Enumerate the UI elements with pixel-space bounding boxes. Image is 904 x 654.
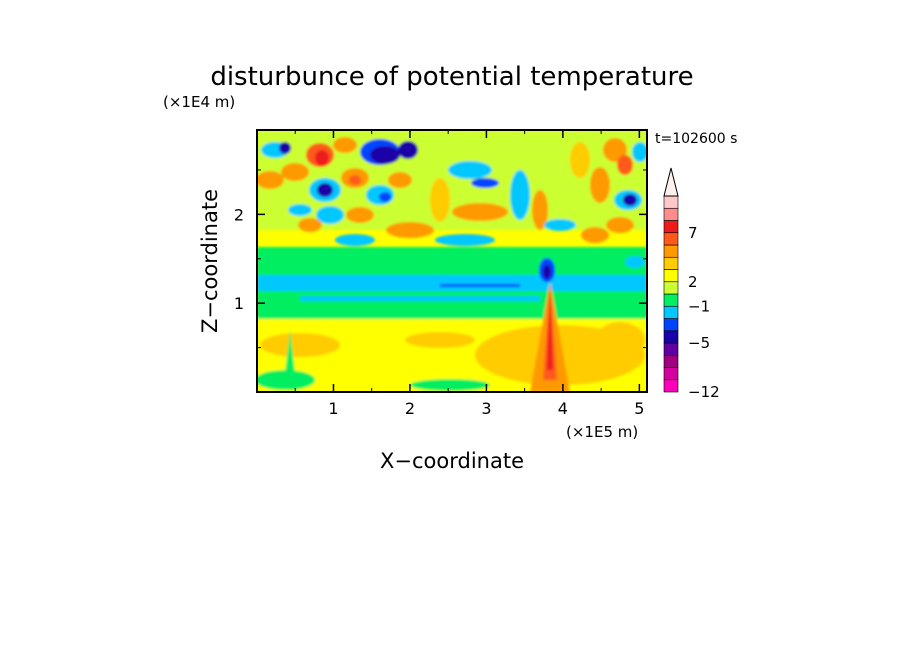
colorbar-cap	[663, 167, 679, 197]
colorbar-swatch	[663, 207, 679, 221]
colorbar-swatch	[663, 367, 679, 381]
x-tick-label: 3	[481, 399, 491, 418]
green-band	[257, 247, 647, 275]
colorbar-label: 2	[688, 273, 698, 291]
y-axis-label: Z−coordinate	[198, 189, 222, 333]
colorbar-swatch	[663, 293, 679, 307]
plume-small	[283, 330, 297, 390]
cyan-streak	[300, 296, 540, 301]
orange-patch	[595, 322, 645, 358]
chart-title: disturbunce of potential temperature	[210, 62, 693, 92]
x-tick-label: 1	[328, 399, 338, 418]
colorbar-swatch	[663, 269, 679, 283]
contour-field	[257, 130, 647, 392]
plume-dark	[547, 290, 553, 370]
colorbar-swatch	[663, 281, 679, 295]
colorbar-swatch	[663, 342, 679, 356]
colorbar-swatch	[663, 256, 679, 270]
colorbar-swatch	[663, 195, 679, 209]
x-tick-label: 4	[558, 399, 568, 418]
colorbar-label: 7	[688, 224, 698, 242]
cyan-band	[257, 275, 647, 291]
orange-patch	[260, 333, 340, 357]
y-axis: 12	[234, 169, 647, 349]
colorbar-label: −1	[688, 297, 710, 315]
colorbar-label: −12	[688, 383, 720, 401]
x-tick-label: 5	[634, 399, 644, 418]
y-tick-label: 1	[234, 294, 244, 313]
x-axis: 1 2 3 4 5	[294, 130, 644, 418]
colorbar-swatch	[663, 244, 679, 258]
colorbar-swatch	[663, 354, 679, 368]
blue-streak	[440, 284, 520, 287]
wave-cells	[257, 137, 647, 268]
colorbar-swatch	[663, 232, 679, 246]
time-label: t=102600 s	[655, 131, 737, 147]
orange-patch	[405, 332, 475, 348]
colorbar-swatch	[663, 379, 679, 393]
colorbar-swatch	[663, 318, 679, 332]
colorbar-swatch	[663, 330, 679, 344]
colorbar: −12−5−127	[663, 167, 720, 401]
plot-frame	[256, 129, 648, 393]
y-tick-label: 2	[234, 205, 244, 224]
green-band-lower	[257, 291, 647, 319]
x-unit-label: (×1E5 m)	[566, 423, 638, 441]
x-axis-label: X−coordinate	[380, 449, 524, 473]
colorbar-swatch	[663, 220, 679, 234]
colorbar-swatch	[663, 305, 679, 319]
y-unit-label: (×1E4 m)	[163, 93, 235, 111]
plume-top-navy	[543, 265, 551, 279]
green-patch	[410, 379, 490, 391]
colorbar-label: −5	[688, 334, 710, 352]
x-tick-label: 2	[405, 399, 415, 418]
